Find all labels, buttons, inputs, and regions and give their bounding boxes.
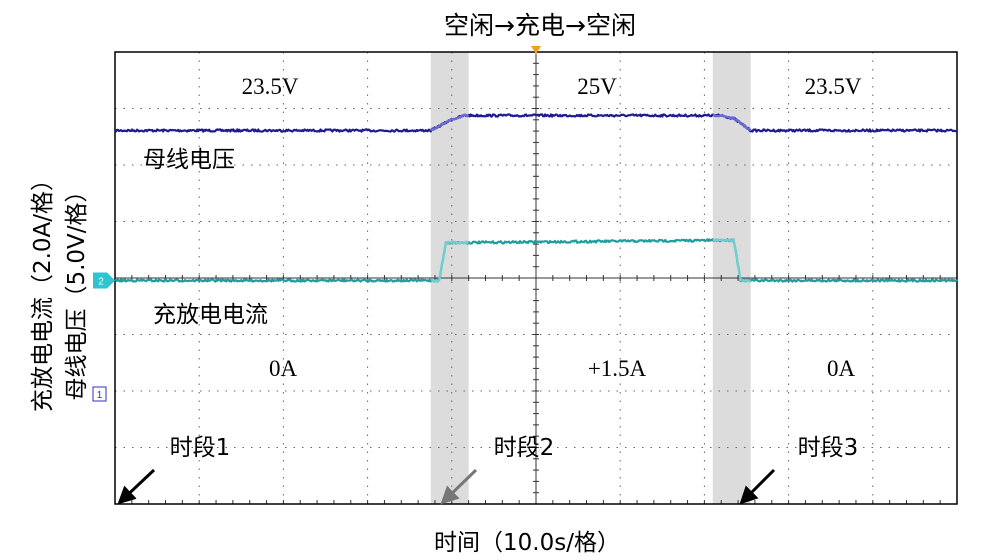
voltage-label-1: 23.5V bbox=[242, 74, 299, 99]
ch2-marker: 2 bbox=[93, 272, 115, 289]
period-label-1: 时段1 bbox=[170, 435, 231, 461]
trace-series-2 bbox=[114, 238, 958, 283]
trace-series-1 bbox=[114, 113, 958, 133]
current-label-3: 0A bbox=[827, 356, 856, 381]
trace-series-1-transition-1 bbox=[429, 113, 470, 132]
chart-title: 空闲→充电→空闲 bbox=[444, 11, 636, 40]
trace-series-2-transition-1 bbox=[430, 240, 469, 283]
period-3-arrow bbox=[739, 468, 776, 505]
y-axis-label-current: 充放电电流（2.0A/格） bbox=[30, 168, 56, 412]
ch2-marker-label: 2 bbox=[98, 277, 104, 288]
voltage-label-2: 25V bbox=[577, 74, 617, 99]
trace-series-2-transition-2 bbox=[712, 237, 752, 283]
period-2-arrow bbox=[440, 468, 478, 505]
ch1-marker-label: 1 bbox=[97, 390, 103, 401]
current-label-2: +1.5A bbox=[588, 356, 647, 381]
trace-series-1-transition-2 bbox=[712, 113, 752, 132]
period-label-2: 时段2 bbox=[494, 435, 555, 461]
series-label-voltage: 母线电压 bbox=[143, 147, 235, 173]
period-1-arrow bbox=[117, 468, 156, 505]
series-label-current: 充放电电流 bbox=[153, 302, 268, 328]
trigger-marker bbox=[531, 46, 541, 54]
voltage-label-3: 23.5V bbox=[805, 74, 862, 99]
current-label-1: 0A bbox=[269, 356, 298, 381]
ch1-marker: 1 bbox=[92, 386, 107, 402]
waveform-traces bbox=[114, 113, 958, 283]
x-axis-label: 时间（10.0s/格） bbox=[434, 530, 620, 556]
period-label-3: 时段3 bbox=[798, 435, 859, 461]
y-axis-label-voltage: 母线电压（5.0V/格） bbox=[64, 179, 90, 400]
